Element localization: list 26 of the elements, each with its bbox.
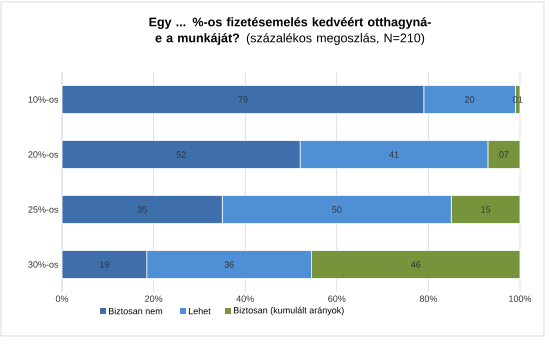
data-label: 19 <box>100 261 109 268</box>
data-label: 52 <box>176 151 186 158</box>
x-tick-label: 0% <box>56 296 68 302</box>
y-tick-label: 10%-os <box>28 96 58 103</box>
data-label: 35 <box>137 206 147 213</box>
x-tick-label: 20% <box>145 296 162 302</box>
data-label: 50 <box>332 206 342 213</box>
data-label: 15 <box>481 206 490 213</box>
data-label: 36 <box>224 261 234 268</box>
y-tick-label: 20%-os <box>28 151 58 158</box>
legend-label: Biztosan (kumulált arányok) <box>234 306 344 316</box>
chart-title: Egy ... %-os fizetésemelés kedvéért otthagyná-e a munkáját? (százalékos megoszlás, N=210) <box>149 17 431 45</box>
data-label: 01 <box>513 96 522 103</box>
data-label: 07 <box>499 151 509 158</box>
legend-label: Biztosan nem <box>108 308 162 314</box>
data-label: 46 <box>411 261 420 268</box>
data-label: 41 <box>389 151 399 158</box>
legend-label: Lehet <box>188 308 211 314</box>
x-tick-label: 60% <box>328 296 346 302</box>
x-tick-label: 40% <box>236 296 254 302</box>
y-tick-label: 30%-os <box>28 261 58 268</box>
x-tick-label: 100% <box>509 296 532 302</box>
x-tick-label: 80% <box>420 296 438 302</box>
data-label: 79 <box>238 96 248 103</box>
data-label: 20 <box>465 96 474 103</box>
y-tick-label: 25%-os <box>28 206 58 213</box>
